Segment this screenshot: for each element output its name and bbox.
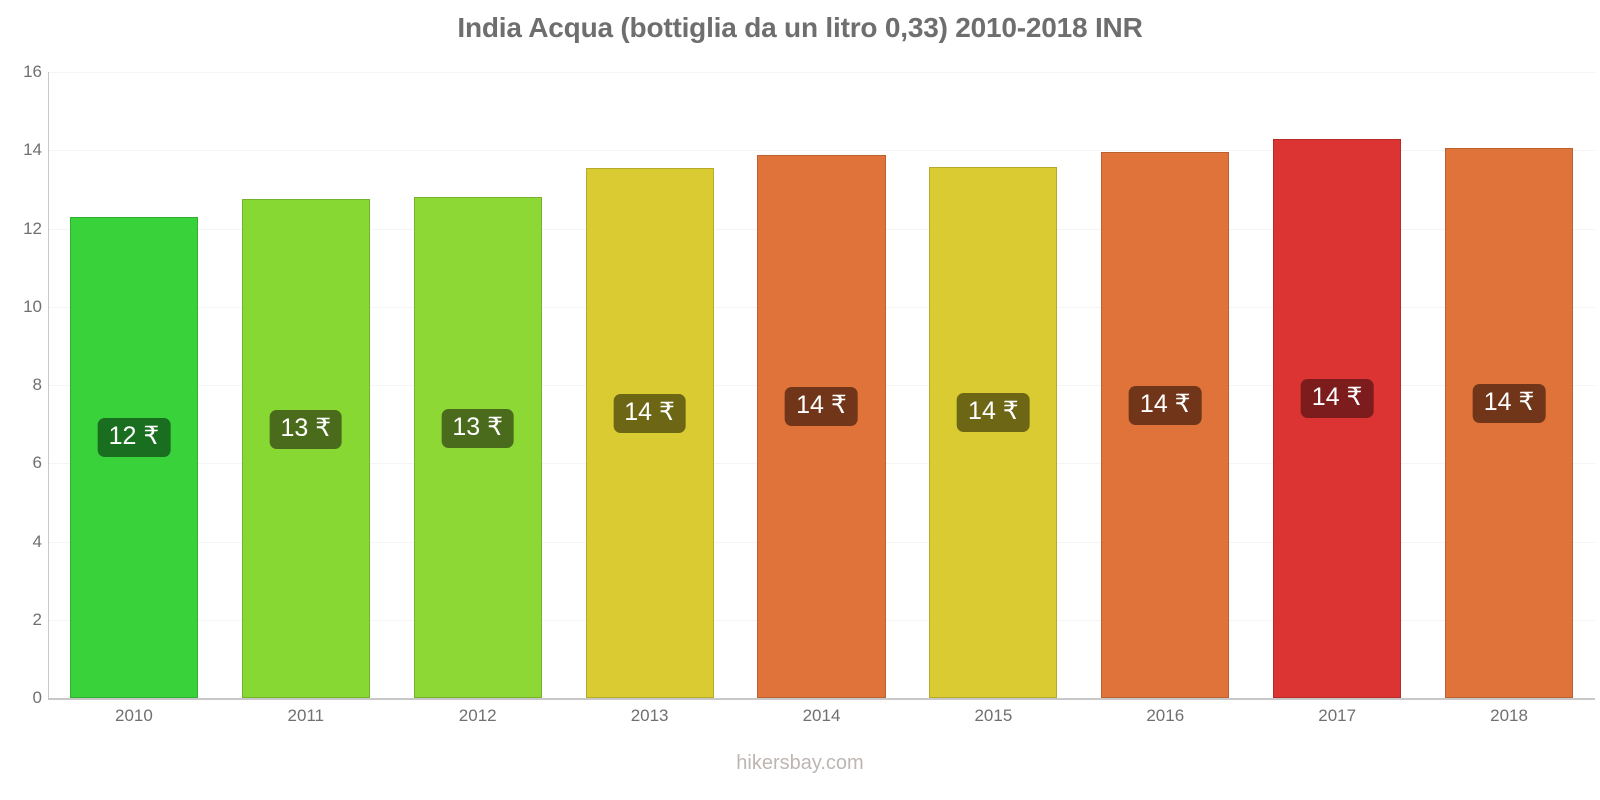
x-axis-tick-label: 2017 [1318,706,1357,725]
bar-value-label: 14 ₹ [785,387,858,427]
bar-group[interactable]: 14 ₹ [929,72,1058,698]
bar-group[interactable]: 14 ₹ [585,72,714,698]
bar-value-label: 14 ₹ [1128,386,1202,426]
x-axis-tick-label: 2014 [802,706,841,725]
y-axis-tick-label: 16 [23,62,42,81]
x-axis-tick-labels: 2010 2011 2012 2013 2014 2015 2016 2017 2018 [48,706,1595,740]
x-axis-tick-label: 2018 [1490,706,1528,725]
bar-group[interactable]: 14 ₹ [757,72,886,698]
source-watermark: hikersbay.com [736,752,864,774]
x-axis-tick-label: 2010 [115,706,153,725]
bar-value-label: 13 ₹ [269,409,343,449]
y-axis-tick-label: 14 [23,140,42,160]
x-axis-tick-label: 2011 [287,706,325,725]
bar[interactable] [929,166,1058,698]
x-axis-tick-label: 2012 [458,706,497,725]
bar-value-label: 12 ₹ [97,418,171,458]
bar-value-label: 14 ₹ [613,393,686,433]
bar-value-label: 14 ₹ [957,393,1030,433]
y-axis-tick-label: 8 [32,375,42,394]
y-axis-tick-label: 10 [23,296,42,316]
x-axis-line [48,698,1595,700]
y-axis-tick-label: 0 [32,688,42,707]
bar-group[interactable]: 12 ₹ [69,72,198,698]
bars-layer: 12 ₹ 13 ₹ 13 ₹ 14 ₹ 14 ₹ 14 ₹ 14 ₹ 14 ₹ 14 ₹ [48,72,1595,698]
bar-value-label: 14 ₹ [1300,379,1374,419]
y-axis-tick-labels: 0 2 4 6 8 10 12 14 16 [0,62,42,707]
x-axis-tick-label: 2013 [630,706,669,725]
chart-title: India Acqua (bottiglia da un litro 0,33)… [457,12,1143,43]
bar-group[interactable]: 14 ₹ [1273,72,1402,698]
bar-group[interactable]: 13 ₹ [413,72,542,698]
y-axis-tick-label: 6 [32,453,42,473]
y-axis-tick-label: 2 [32,609,42,629]
gridline [48,72,1595,73]
y-axis-line [48,72,49,699]
y-axis-tick-label: 4 [32,531,42,551]
bar-value-label: 13 ₹ [441,408,515,448]
y-axis-tick-label: 12 [23,218,42,238]
gridline [48,150,1595,152]
bar[interactable] [241,199,370,698]
bar-value-label: 14 ₹ [1472,384,1546,424]
bar-group[interactable]: 13 ₹ [241,72,370,698]
x-axis-tick-label: 2015 [974,706,1013,725]
x-axis-tick-label: 2016 [1146,706,1185,725]
bar-group[interactable]: 14 ₹ [1101,72,1230,698]
bar[interactable] [1101,152,1230,698]
bar-group[interactable]: 14 ₹ [1445,72,1574,698]
